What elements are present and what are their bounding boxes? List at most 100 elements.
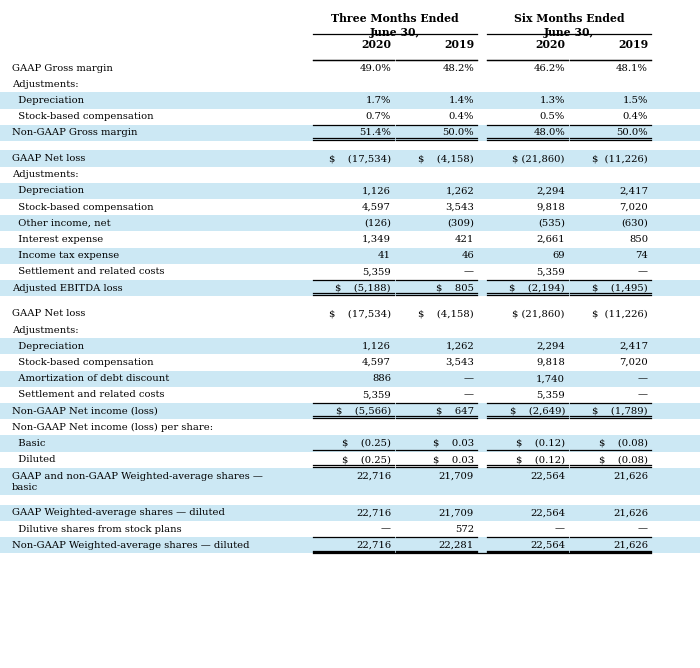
Text: $    (1,789): $ (1,789) — [592, 407, 648, 415]
Text: 48.0%: 48.0% — [533, 128, 565, 138]
Text: 21,709: 21,709 — [439, 472, 474, 481]
Text: Other income, net: Other income, net — [12, 219, 111, 228]
Bar — [0, 452, 700, 468]
Bar — [0, 232, 700, 248]
Text: Non-GAAP Gross margin: Non-GAAP Gross margin — [12, 128, 137, 138]
Text: 48.1%: 48.1% — [616, 63, 648, 73]
Text: $    (4,158): $ (4,158) — [419, 154, 474, 163]
Text: 50.0%: 50.0% — [617, 128, 648, 138]
Text: —: — — [464, 390, 474, 399]
Text: 9,818: 9,818 — [536, 358, 565, 367]
Text: 0.5%: 0.5% — [540, 112, 565, 121]
Bar — [0, 403, 700, 420]
Text: 2,417: 2,417 — [619, 342, 648, 351]
Bar — [0, 387, 700, 403]
Text: Depreciation: Depreciation — [12, 186, 84, 196]
Text: 7,020: 7,020 — [620, 202, 648, 212]
Text: 41: 41 — [378, 251, 391, 261]
Text: Adjustments:: Adjustments: — [12, 325, 78, 335]
Bar — [0, 322, 700, 338]
Text: 1.3%: 1.3% — [540, 96, 565, 105]
Text: Dilutive shares from stock plans: Dilutive shares from stock plans — [12, 524, 181, 534]
Bar — [0, 125, 700, 141]
Text: —: — — [638, 524, 648, 534]
Text: 22,281: 22,281 — [439, 541, 474, 550]
Text: Depreciation: Depreciation — [12, 96, 84, 105]
Text: Interest expense: Interest expense — [12, 235, 104, 244]
Bar — [0, 92, 700, 109]
Text: Non-GAAP Net income (loss) per share:: Non-GAAP Net income (loss) per share: — [12, 423, 213, 432]
Text: 7,020: 7,020 — [620, 358, 648, 367]
Text: $    (0.08): $ (0.08) — [599, 455, 648, 464]
Text: 1.7%: 1.7% — [365, 96, 391, 105]
Text: $    (0.08): $ (0.08) — [599, 439, 648, 448]
Text: Adjustments:: Adjustments: — [12, 170, 78, 179]
Text: $    (2,194): $ (2,194) — [510, 284, 565, 293]
Text: $    (17,534): $ (17,534) — [329, 154, 391, 163]
Text: 21,709: 21,709 — [439, 508, 474, 518]
Text: Adjusted EBITDA loss: Adjusted EBITDA loss — [12, 284, 122, 293]
Text: GAAP Net loss: GAAP Net loss — [12, 154, 85, 163]
Text: $  (11,226): $ (11,226) — [592, 154, 648, 163]
Bar — [0, 468, 700, 495]
Text: 1,740: 1,740 — [536, 374, 565, 383]
Bar — [0, 521, 700, 537]
Text: 1,126: 1,126 — [362, 342, 391, 351]
Text: 2,294: 2,294 — [536, 342, 565, 351]
Bar — [0, 141, 700, 150]
Text: Non-GAAP Weighted-average shares — diluted: Non-GAAP Weighted-average shares — dilut… — [12, 541, 249, 550]
Bar — [0, 167, 700, 183]
Text: $    (5,566): $ (5,566) — [336, 407, 391, 415]
Text: $    (0.12): $ (0.12) — [516, 455, 565, 464]
Bar — [0, 280, 700, 297]
Text: $    647: $ 647 — [436, 407, 474, 415]
Text: 22,716: 22,716 — [356, 541, 391, 550]
Text: (535): (535) — [538, 219, 565, 228]
Text: $    805: $ 805 — [436, 284, 474, 293]
Text: 5,359: 5,359 — [363, 390, 391, 399]
Text: 2020: 2020 — [361, 39, 391, 50]
Text: Three Months Ended
June 30,: Three Months Ended June 30, — [331, 13, 458, 38]
Text: 572: 572 — [455, 524, 474, 534]
Text: $    (0.25): $ (0.25) — [342, 439, 391, 448]
Text: 886: 886 — [372, 374, 391, 383]
Text: —: — — [381, 524, 391, 534]
Text: 69: 69 — [552, 251, 565, 261]
Text: Adjustments:: Adjustments: — [12, 79, 78, 89]
Text: Depreciation: Depreciation — [12, 342, 84, 351]
Text: —: — — [464, 374, 474, 383]
Text: 9,818: 9,818 — [536, 202, 565, 212]
Text: $    (1,495): $ (1,495) — [592, 284, 648, 293]
Bar — [0, 495, 700, 505]
Text: $  (11,226): $ (11,226) — [592, 309, 648, 319]
Text: (630): (630) — [621, 219, 648, 228]
Text: 1,262: 1,262 — [445, 342, 474, 351]
Text: 2020: 2020 — [535, 39, 565, 50]
Text: 22,716: 22,716 — [356, 508, 391, 518]
Text: Non-GAAP Net income (loss): Non-GAAP Net income (loss) — [12, 407, 158, 415]
Bar — [0, 371, 700, 387]
Text: 1,262: 1,262 — [445, 186, 474, 196]
Text: 0.7%: 0.7% — [365, 112, 391, 121]
Text: Diluted: Diluted — [12, 455, 55, 464]
Text: $    0.03: $ 0.03 — [433, 455, 474, 464]
Text: 22,564: 22,564 — [530, 472, 565, 481]
Text: Stock-based compensation: Stock-based compensation — [12, 112, 153, 121]
Bar — [0, 150, 700, 167]
Bar — [0, 420, 700, 436]
Bar — [0, 338, 700, 355]
Bar — [0, 355, 700, 371]
Text: (309): (309) — [447, 219, 474, 228]
Text: 2019: 2019 — [444, 39, 474, 50]
Text: Basic: Basic — [12, 439, 46, 448]
Text: —: — — [638, 390, 648, 399]
Text: 21,626: 21,626 — [613, 508, 648, 518]
Text: 5,359: 5,359 — [536, 267, 565, 277]
Text: 1.5%: 1.5% — [622, 96, 648, 105]
Text: —: — — [555, 524, 565, 534]
Bar — [0, 76, 700, 92]
Text: Settlement and related costs: Settlement and related costs — [12, 390, 164, 399]
Text: 48.2%: 48.2% — [442, 63, 474, 73]
Text: 1,349: 1,349 — [362, 235, 391, 244]
Text: $    (4,158): $ (4,158) — [419, 309, 474, 319]
